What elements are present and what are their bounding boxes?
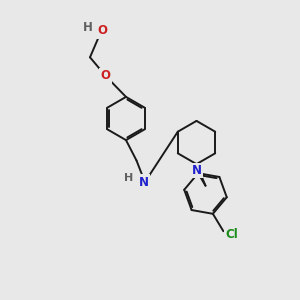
- Text: O: O: [97, 24, 107, 38]
- Text: O: O: [100, 69, 111, 82]
- Text: H: H: [124, 173, 133, 184]
- Text: N: N: [139, 176, 149, 189]
- Text: N: N: [191, 164, 202, 177]
- Text: H: H: [83, 21, 92, 34]
- Text: Cl: Cl: [225, 228, 238, 241]
